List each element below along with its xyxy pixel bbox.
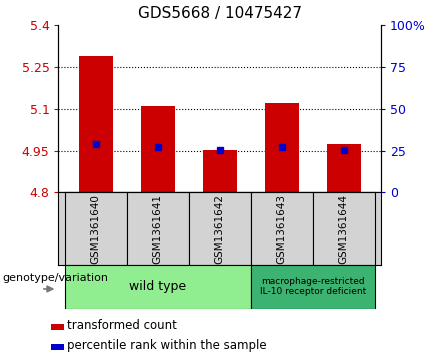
Bar — [251, 265, 375, 309]
Bar — [79, 56, 113, 192]
Bar — [265, 103, 299, 192]
Bar — [51, 344, 65, 350]
Text: GSM1361640: GSM1361640 — [90, 194, 101, 264]
Bar — [203, 150, 237, 192]
Text: GSM1361644: GSM1361644 — [339, 194, 349, 264]
Bar — [313, 192, 375, 265]
Bar — [141, 106, 175, 192]
Text: transformed count: transformed count — [67, 319, 177, 332]
Bar — [189, 192, 251, 265]
Text: percentile rank within the sample: percentile rank within the sample — [67, 339, 267, 352]
Text: GSM1361642: GSM1361642 — [215, 194, 225, 264]
Bar — [65, 192, 127, 265]
Bar — [127, 192, 189, 265]
Title: GDS5668 / 10475427: GDS5668 / 10475427 — [138, 7, 302, 21]
Text: GSM1361641: GSM1361641 — [153, 194, 163, 264]
Bar — [327, 144, 361, 192]
Text: GSM1361643: GSM1361643 — [277, 194, 287, 264]
Bar — [65, 265, 251, 309]
Text: wild type: wild type — [129, 280, 186, 293]
Bar — [51, 324, 65, 330]
Bar — [251, 192, 313, 265]
Text: genotype/variation: genotype/variation — [2, 273, 108, 283]
Text: macrophage-restricted
IL-10 receptor deficient: macrophage-restricted IL-10 receptor def… — [260, 277, 366, 297]
